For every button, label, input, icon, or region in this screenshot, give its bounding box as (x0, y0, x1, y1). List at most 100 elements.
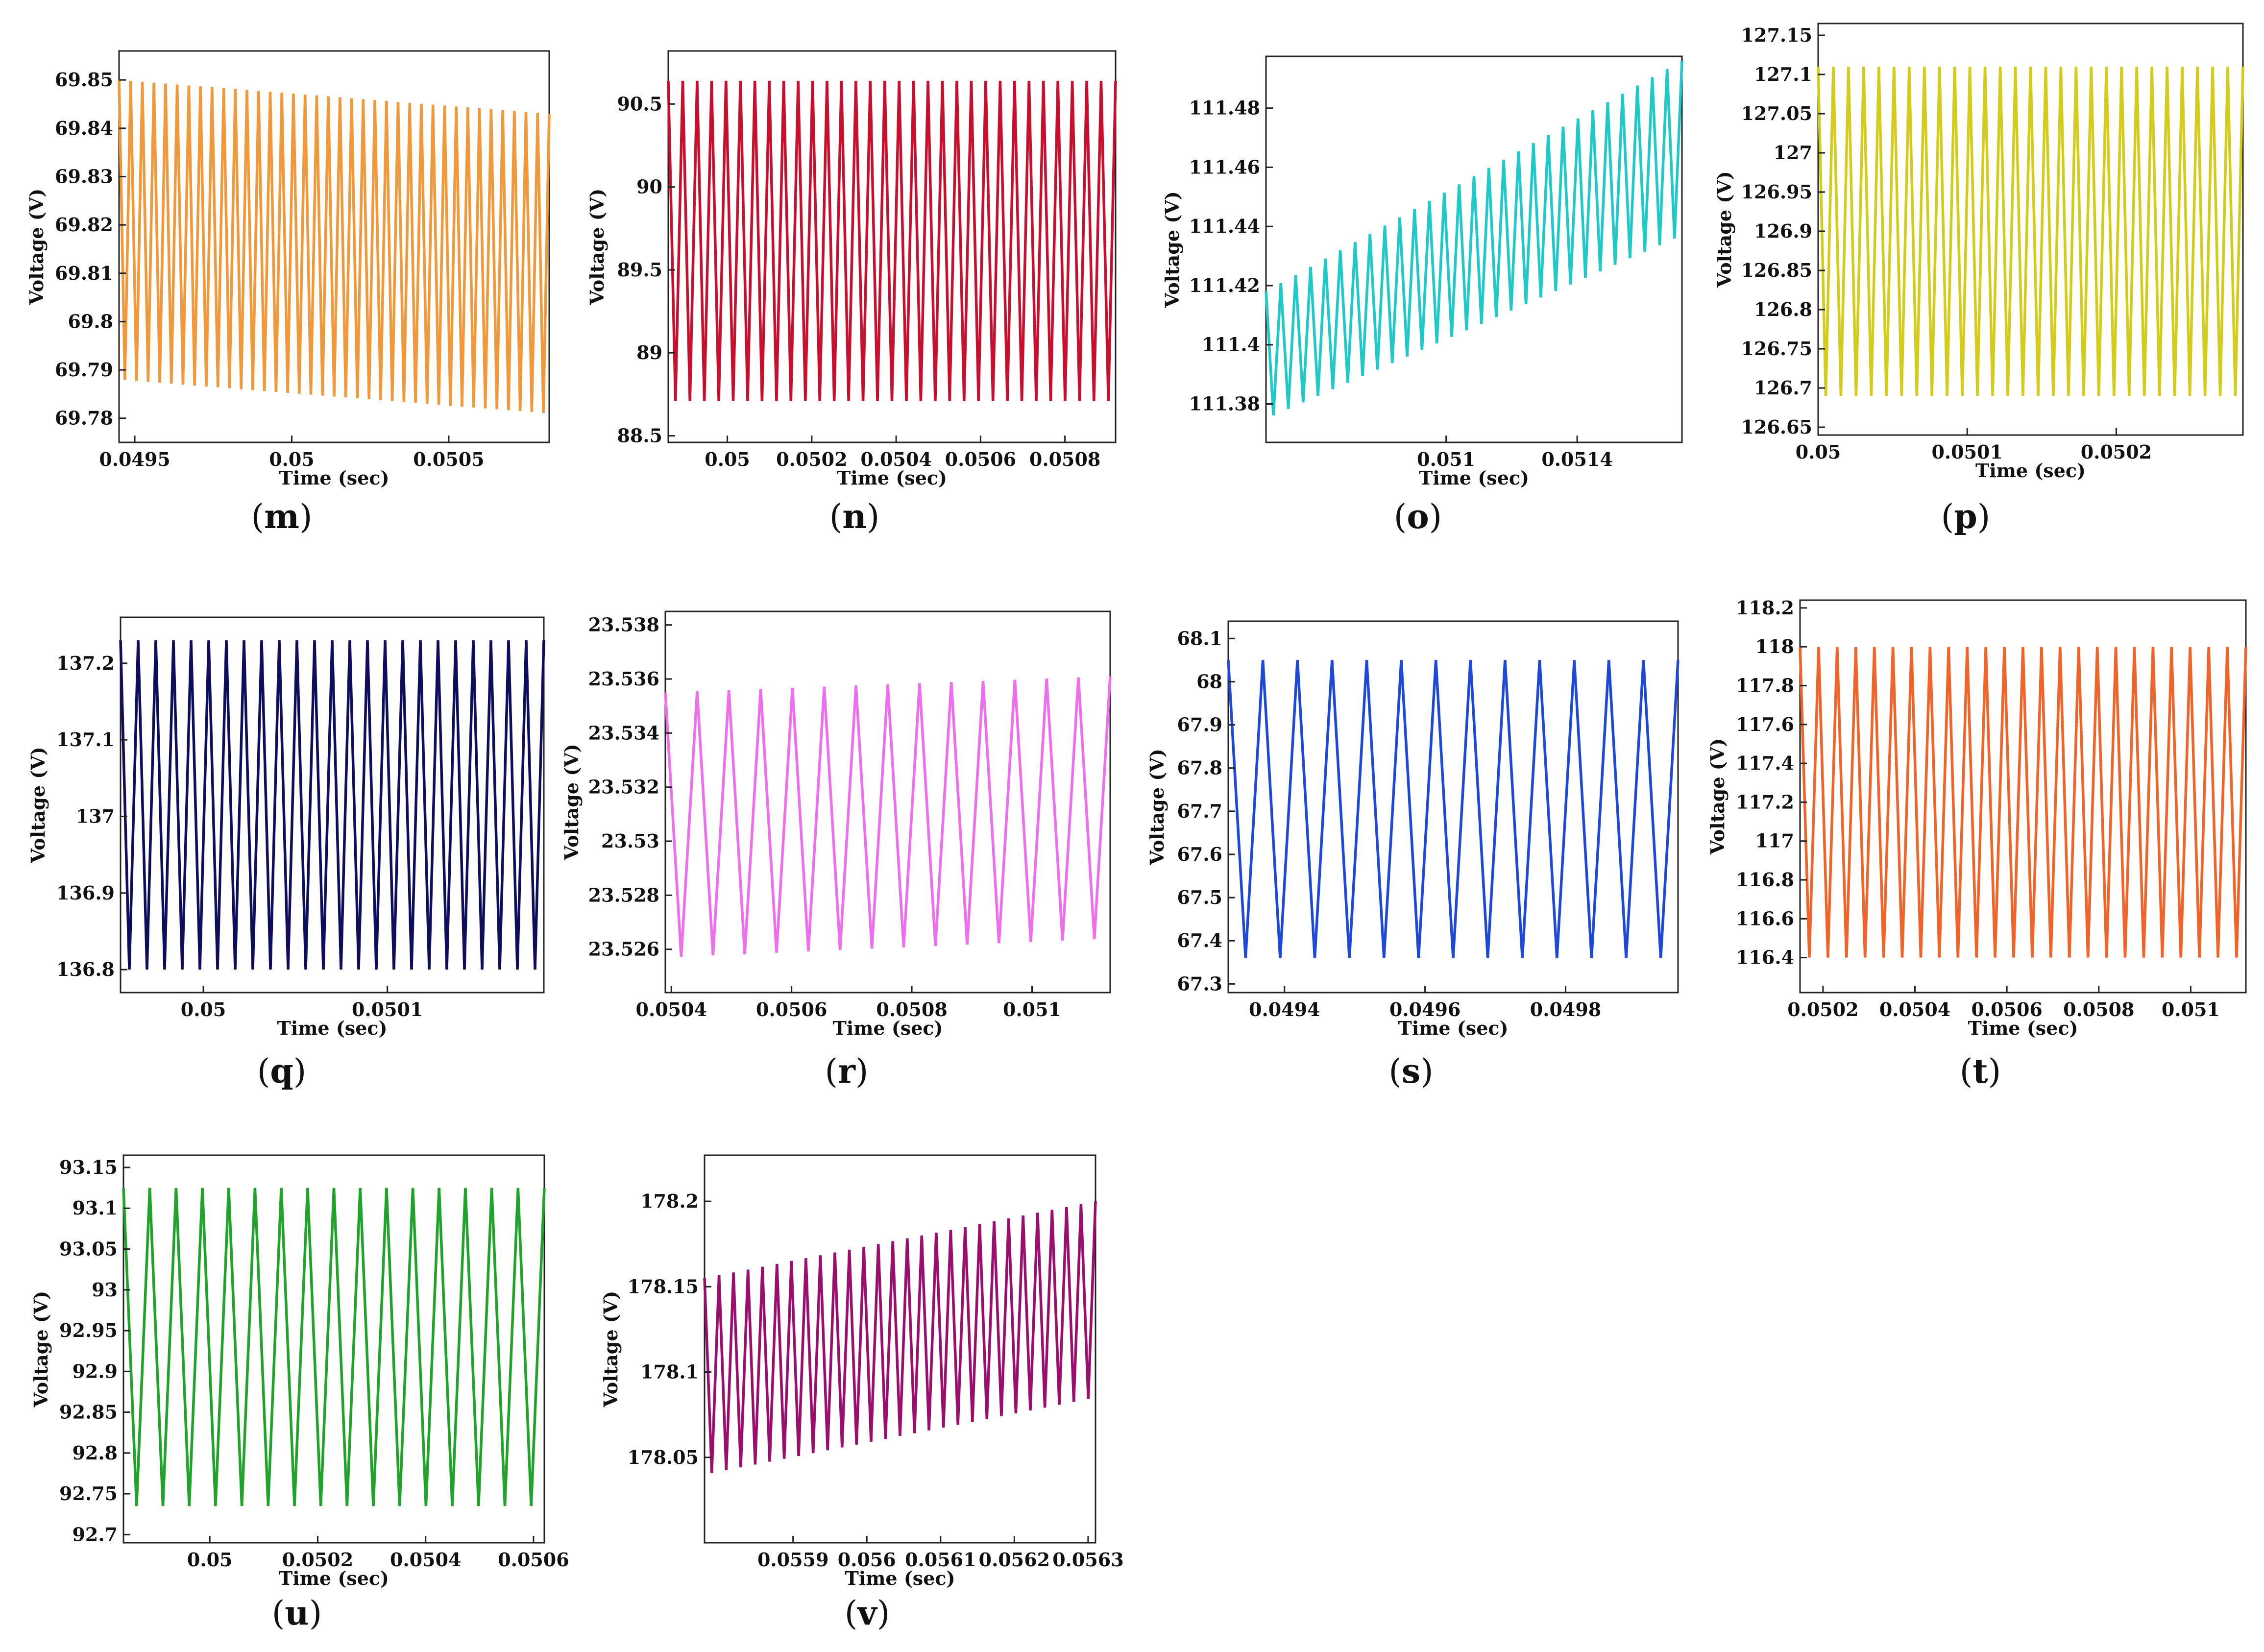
y-tick-label: 111.48 (1189, 97, 1260, 119)
x-tick-label: 0.0508 (1029, 448, 1100, 470)
x-tick-label: 0.0501 (352, 998, 423, 1020)
y-tick-label: 178.1 (640, 1361, 699, 1383)
x-tick-label: 0.0563 (1052, 1549, 1123, 1571)
panel-label: (u) (272, 1594, 322, 1633)
y-axis-label: Voltage (V) (25, 189, 48, 305)
x-tick-label: 0.0504 (860, 448, 931, 470)
x-tick-label: 0.0504 (636, 998, 707, 1020)
y-tick-label: 117.2 (1736, 791, 1794, 813)
panel-label: (p) (1941, 497, 1991, 536)
y-tick-label: 93 (92, 1279, 118, 1301)
y-tick-label: 178.2 (640, 1190, 699, 1212)
x-tick-label: 0.0501 (1931, 441, 2002, 463)
x-tick-label: 0.0504 (390, 1549, 461, 1571)
y-tick-label: 117.6 (1736, 713, 1794, 735)
y-tick-label: 117 (1755, 830, 1794, 852)
y-tick-label: 127.15 (1741, 24, 1812, 46)
y-tick-label: 23.538 (588, 614, 659, 636)
panel-t: 0.0502 0.0504 0.0506 0.0508 0.051 116.4 116.6 1… (1706, 597, 2247, 1091)
y-tick-label: 88.5 (617, 424, 662, 446)
y-tick-label: 92.95 (59, 1319, 118, 1341)
y-axis-label: Voltage (V) (1713, 171, 1735, 288)
panel-u: 0.05 0.0502 0.0504 0.0506 92.7 92.75 92.8 92.85… (30, 1154, 569, 1633)
y-tick-label: 89 (636, 341, 662, 364)
panel-r: 0.0504 0.0506 0.0508 0.051 23.526 23.528 23.53… (560, 610, 1112, 1091)
x-tick-label: 0.056 (838, 1549, 896, 1571)
x-tick-label: 0.05 (187, 1549, 233, 1571)
panel-letter: s (1402, 1052, 1420, 1091)
y-tick-label: 92.85 (59, 1401, 118, 1423)
series-line-q-0 (119, 640, 545, 970)
y-tick-label: 90 (636, 176, 662, 198)
x-tick-label: 0.0562 (979, 1549, 1050, 1571)
panel-letter: q (270, 1052, 293, 1091)
panel-v: 0.0559 0.056 0.0561 0.0562 0.0563 178.05 178.1… (600, 1154, 1124, 1633)
x-tick-label: 0.05 (269, 448, 315, 470)
x-axis-label: Time (sec) (845, 1567, 955, 1589)
y-tick-label: 23.534 (588, 722, 659, 744)
y-tick-label: 23.532 (588, 776, 659, 798)
y-tick-label: 126.9 (1754, 220, 1812, 242)
series-line-r-0 (664, 676, 1112, 957)
y-tick-label: 92.8 (72, 1442, 118, 1464)
series-line-o-0 (1265, 60, 1683, 416)
panel-s: 0.0494 0.0496 0.0498 67.3 67.4 67.5 67.6 67.7 67… (1146, 620, 1680, 1091)
x-tick-label: 0.0494 (1249, 998, 1320, 1020)
y-tick-label: 67.7 (1177, 800, 1222, 822)
x-tick-label: 0.0498 (1530, 998, 1601, 1020)
y-tick-label: 116.8 (1736, 869, 1794, 891)
plot-frame (704, 1154, 1096, 1544)
x-axis-label: Time (sec) (279, 1567, 389, 1589)
y-tick-label: 69.84 (55, 117, 113, 139)
panel-letter: m (264, 497, 299, 536)
y-tick-label: 92.7 (72, 1523, 118, 1545)
plot-frame (1227, 620, 1679, 994)
y-tick-label: 127.05 (1741, 102, 1812, 124)
x-tick-label: 0.0506 (756, 998, 827, 1020)
panel-label: (t) (1960, 1052, 2001, 1091)
series-line-t-0 (1799, 647, 2247, 958)
x-tick-label: 0.051 (2162, 998, 2220, 1020)
y-tick-label: 23.536 (588, 668, 659, 690)
y-tick-label: 137.2 (56, 652, 115, 674)
x-tick-label: 0.0502 (776, 448, 847, 470)
y-tick-label: 111.4 (1202, 334, 1260, 356)
y-tick-label: 136.8 (56, 958, 115, 980)
x-tick-label: 0.0502 (1787, 998, 1858, 1020)
y-axis-label: Voltage (V) (600, 1291, 622, 1408)
y-tick-label: 137 (76, 805, 115, 827)
panel-letter: r (838, 1052, 856, 1091)
x-tick-label: 0.0504 (1879, 998, 1950, 1020)
y-tick-label: 69.85 (55, 69, 113, 91)
y-tick-label: 117.8 (1736, 674, 1794, 696)
panel-letter: u (285, 1594, 309, 1633)
series-line-u-0 (122, 1188, 546, 1506)
y-tick-label: 111.42 (1189, 274, 1260, 296)
panel-o: 0.051 0.0514 111.38 111.4 111.42 111.44 111.46… (1161, 55, 1683, 536)
x-tick-label: 0.051 (1417, 448, 1475, 470)
y-tick-label: 23.53 (601, 830, 659, 852)
y-tick-label: 68 (1196, 670, 1222, 692)
y-axis-label: Voltage (V) (1161, 191, 1183, 308)
y-tick-label: 137.1 (56, 729, 115, 751)
panel-m: 0.0495 0.05 0.0505 69.78 69.79 69.8 69.81 69.82… (25, 50, 551, 536)
y-tick-label: 118.2 (1736, 597, 1794, 619)
x-axis-label: Time (sec) (833, 1017, 943, 1039)
y-tick-label: 69.78 (55, 407, 113, 429)
panel-label: (v) (845, 1594, 890, 1633)
series-line-p-0 (1817, 66, 2244, 396)
y-tick-label: 126.95 (1741, 181, 1812, 203)
x-tick-label: 0.0514 (1541, 448, 1612, 470)
x-tick-label: 0.05 (1796, 441, 1841, 463)
x-tick-label: 0.05 (181, 998, 226, 1020)
y-tick-label: 178.05 (628, 1446, 699, 1468)
x-axis-label: Time (sec) (279, 467, 390, 489)
y-tick-label: 69.8 (68, 310, 113, 332)
x-tick-label: 0.0561 (905, 1549, 976, 1571)
y-tick-label: 69.83 (55, 165, 113, 187)
panel-n: 0.05 0.0502 0.0504 0.0506 0.0508 88.5 89 89.5 90… (586, 50, 1117, 536)
y-tick-label: 90.5 (617, 93, 662, 115)
y-tick-label: 116.6 (1736, 907, 1794, 929)
series-line-s-0 (1227, 660, 1680, 958)
